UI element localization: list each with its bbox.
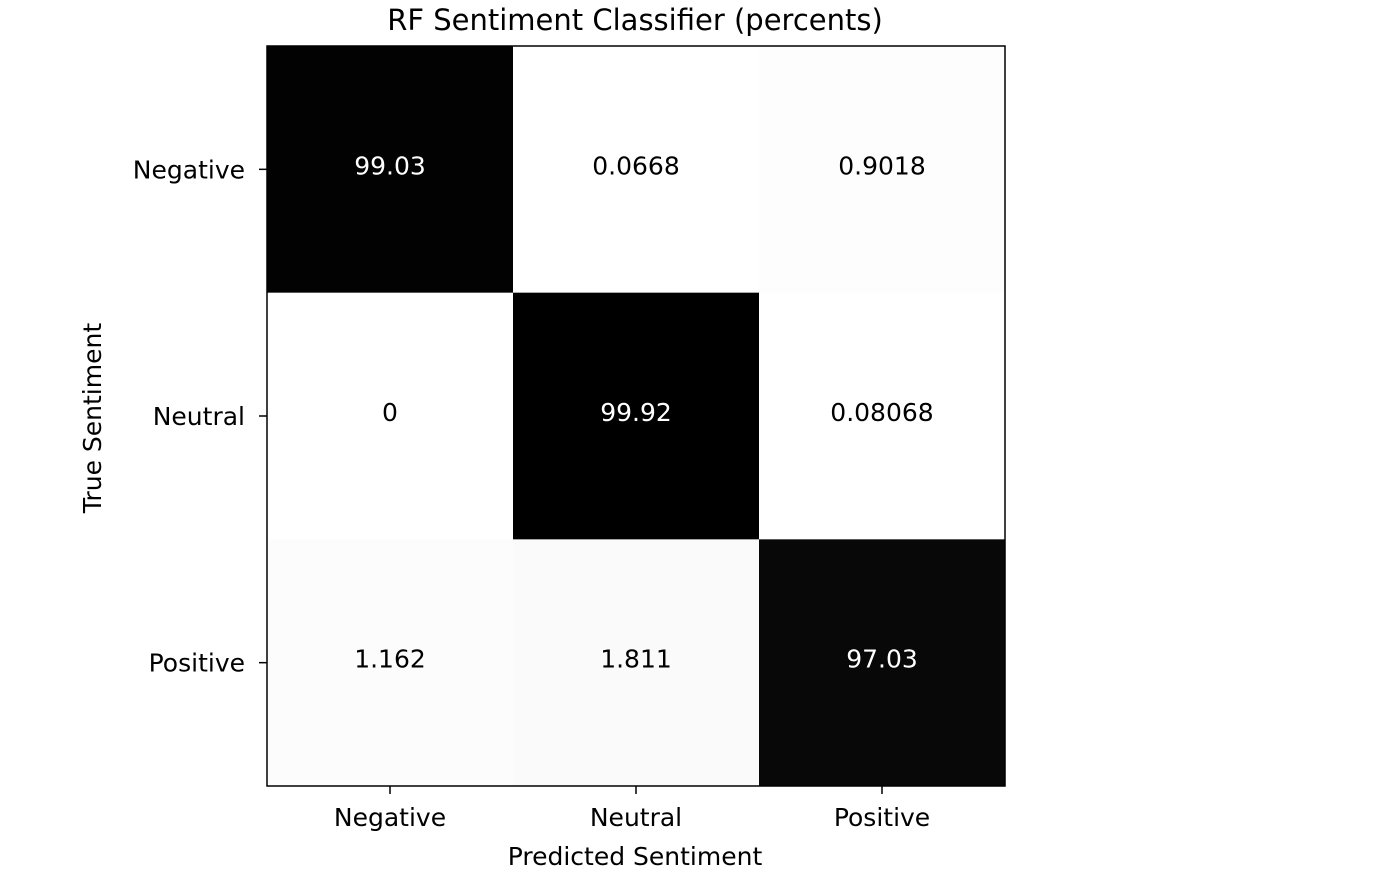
heatmap-cell-label: 0.9018 xyxy=(838,151,925,180)
x-axis-ticks: Negative Neutral Positive xyxy=(334,786,930,832)
x-tick-label: Positive xyxy=(834,803,930,832)
heatmap-cell-label: 99.92 xyxy=(600,398,672,427)
heatmap-cell-label: 99.03 xyxy=(354,151,426,180)
heatmap-cell-label: 0.08068 xyxy=(830,398,933,427)
heatmap-cell-label: 1.162 xyxy=(354,645,426,674)
heatmap-cell-label: 1.811 xyxy=(600,645,672,674)
heatmap-cell xyxy=(513,539,760,787)
heatmap-cell xyxy=(267,292,514,540)
y-tick-label: Neutral xyxy=(153,402,245,431)
heatmap-cell-labels: 99.03 0.0668 0.9018 0 99.92 0.08068 1.162 1.811… xyxy=(354,151,933,673)
heatmap-cell xyxy=(759,46,1006,294)
heatmap-cells xyxy=(267,46,1006,787)
heatmap-cell-label: 97.03 xyxy=(846,645,918,674)
heatmap-cell xyxy=(759,292,1006,540)
y-tick-label: Positive xyxy=(149,649,245,678)
x-tick-label: Neutral xyxy=(590,803,682,832)
heatmap-cell xyxy=(513,46,760,294)
x-axis-label: Predicted Sentiment xyxy=(508,842,763,871)
y-axis-label: True Sentiment xyxy=(78,323,107,514)
heatmap-cell xyxy=(513,292,760,540)
y-axis-ticks: Negative Neutral Positive xyxy=(133,155,267,678)
heatmap-cell-label: 0.0668 xyxy=(592,151,679,180)
heatmap-cell xyxy=(267,46,514,294)
x-tick-label: Negative xyxy=(334,803,446,832)
chart-title: RF Sentiment Classifier (percents) xyxy=(387,3,883,37)
heatmap-cell xyxy=(759,539,1006,787)
y-tick-label: Negative xyxy=(133,155,245,184)
heatmap-cell xyxy=(267,539,514,787)
heatmap-cell-label: 0 xyxy=(382,398,398,427)
